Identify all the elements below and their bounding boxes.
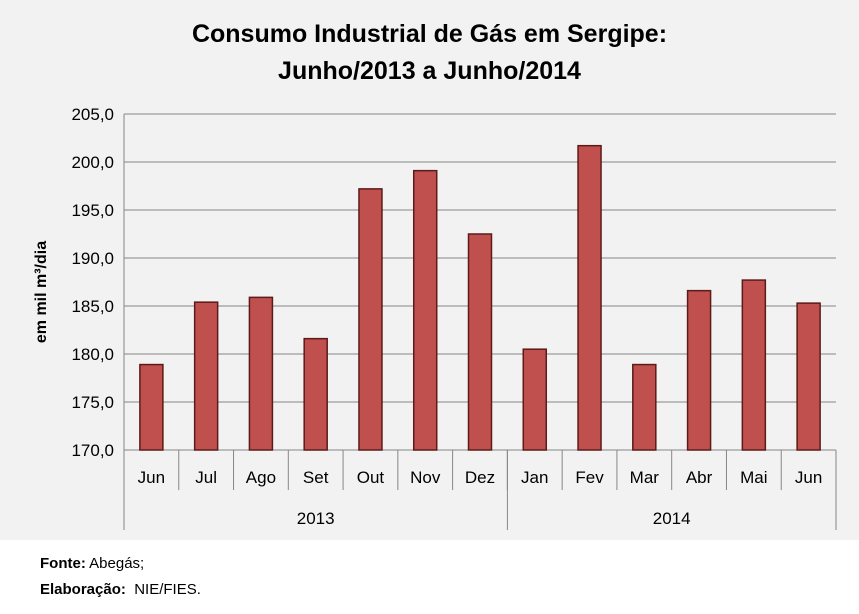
x-tick-label: Set: [303, 468, 329, 487]
bar-fev-8: [577, 144, 602, 451]
elaboration-value: NIE/FIES.: [134, 581, 201, 598]
x-tick-label: Fev: [575, 468, 604, 487]
source-note: Fonte: Abegás;: [40, 555, 144, 572]
x-tick-label: Nov: [410, 468, 441, 487]
x-tick-label: Jun: [138, 468, 165, 487]
y-tick-label: 180,0: [71, 345, 114, 364]
group-label-2013: 2013: [297, 509, 335, 528]
bar-out-4: [358, 188, 383, 451]
bar-set-3: [303, 337, 328, 451]
x-tick-label: Abr: [686, 468, 713, 487]
chart-title-line-2: Junho/2013 a Junho/2014: [278, 57, 581, 85]
x-tick-label: Mai: [740, 468, 767, 487]
x-tick-label: Mar: [630, 468, 660, 487]
x-tick-label: Ago: [246, 468, 276, 487]
bar-dez-6: [467, 233, 493, 451]
source-label: Fonte:: [40, 555, 86, 572]
y-tick-label: 195,0: [71, 201, 114, 220]
y-tick-label: 170,0: [71, 441, 114, 460]
bar-jun-0: [139, 363, 164, 451]
bar-mai-11: [741, 279, 767, 451]
x-tick-label: Jun: [795, 468, 822, 487]
y-tick-label: 205,0: [71, 105, 114, 124]
bar-jul-1: [193, 301, 219, 451]
x-tick-label: Jan: [521, 468, 548, 487]
bar-jun-12: [796, 302, 821, 451]
x-tick-label: Jul: [195, 468, 217, 487]
y-tick-label: 175,0: [71, 393, 114, 412]
group-label-2014: 2014: [653, 509, 691, 528]
bar-chart: 170,0 175,0 180,0 185,0 190,0 195,0 200,0 205,0…: [33, 105, 837, 530]
x-tick-label: Out: [357, 468, 385, 487]
elaboration-label: Elaboração:: [40, 581, 126, 598]
y-tick-label: 190,0: [71, 249, 114, 268]
elaboration-note: Elaboração: NIE/FIES.: [40, 581, 201, 598]
bar-abr-10: [686, 289, 712, 451]
bar-nov-5: [412, 169, 438, 451]
x-tick-label: Dez: [465, 468, 495, 487]
y-tick-label: 185,0: [71, 297, 114, 316]
bar-ago-2: [248, 296, 274, 451]
bar-jan-7: [522, 348, 548, 451]
source-value: Abegás;: [89, 555, 145, 572]
chart-title-line-1: Consumo Industrial de Gás em Sergipe:: [191, 20, 668, 48]
y-tick-label: 200,0: [71, 153, 114, 172]
bar-mar-9: [632, 363, 657, 451]
y-axis-label: em mil m³/dia: [33, 241, 50, 343]
